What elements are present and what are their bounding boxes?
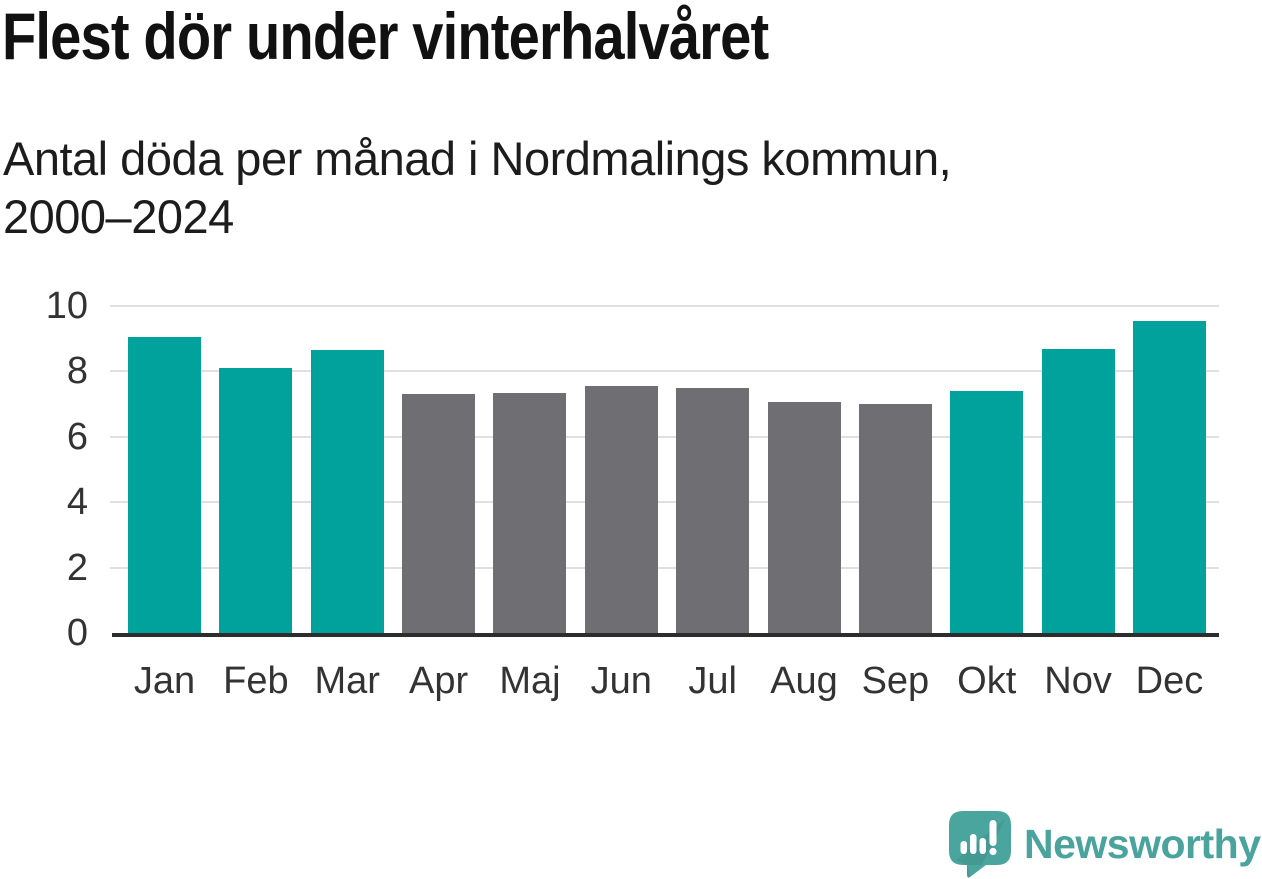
plot-area xyxy=(110,305,1219,633)
y-axis-tick-label-8: 8 xyxy=(66,350,88,393)
x-axis-tick-label-jan: Jan xyxy=(133,660,196,702)
bar-jan xyxy=(128,337,201,633)
x-axis-tick-label-maj: Maj xyxy=(499,660,561,702)
gridline-2 xyxy=(110,566,1219,569)
bar-apr xyxy=(402,394,476,633)
exclamation-dot xyxy=(989,847,997,856)
gridline-10 xyxy=(110,305,1219,307)
bar-okt xyxy=(950,391,1024,633)
bar-sep xyxy=(858,404,932,633)
bar-aug xyxy=(767,402,841,633)
y-axis-tick-label-10: 10 xyxy=(45,285,88,327)
x-axis-tick-label-mar: Mar xyxy=(314,660,380,702)
exclamation-stem xyxy=(989,820,997,846)
gridline-6 xyxy=(110,435,1219,438)
x-axis-tick-label-feb: Feb xyxy=(223,660,289,702)
bar-maj xyxy=(493,392,567,633)
x-axis-tick-label-okt: Okt xyxy=(957,660,1017,702)
chart-title: Flest dör under vinterhalvåret xyxy=(2,0,769,73)
gridline-4 xyxy=(110,501,1219,504)
bar-mar xyxy=(310,350,384,633)
brand-footer: Newsworthy xyxy=(948,810,1262,878)
x-axis-tick-label-aug: Aug xyxy=(770,660,838,702)
x-axis-tick-label-jun: Jun xyxy=(590,660,652,702)
x-axis-tick-label-jul: Jul xyxy=(688,660,737,702)
newsworthy-logo-icon xyxy=(949,811,1011,878)
mini-bar-1 xyxy=(960,841,967,854)
x-axis-tick-label-sep: Sep xyxy=(861,660,930,702)
y-axis-tick-label-0: 0 xyxy=(66,612,88,654)
x-axis-tick-label-dec: Dec xyxy=(1135,660,1204,702)
y-axis-tick-label-2: 2 xyxy=(66,546,88,589)
chart-subtitle: Antal döda per månad i Nordmalings kommu… xyxy=(3,132,952,244)
y-axis-tick-label-4: 4 xyxy=(66,481,88,524)
bar-nov xyxy=(1041,348,1115,633)
x-axis-line xyxy=(112,633,1219,637)
bar-dec xyxy=(1132,320,1206,633)
bar-jul xyxy=(676,387,750,633)
x-axis-tick-label-nov: Nov xyxy=(1044,660,1112,702)
mini-bar-3 xyxy=(979,838,986,854)
brand-name: Newsworthy xyxy=(1024,820,1261,867)
mini-bar-2 xyxy=(970,834,977,854)
bar-jun xyxy=(584,386,658,633)
y-axis-tick-label-6: 6 xyxy=(66,415,88,458)
bar-feb xyxy=(219,368,293,633)
gridline-8 xyxy=(110,370,1219,373)
x-axis-tick-label-apr: Apr xyxy=(409,660,469,702)
